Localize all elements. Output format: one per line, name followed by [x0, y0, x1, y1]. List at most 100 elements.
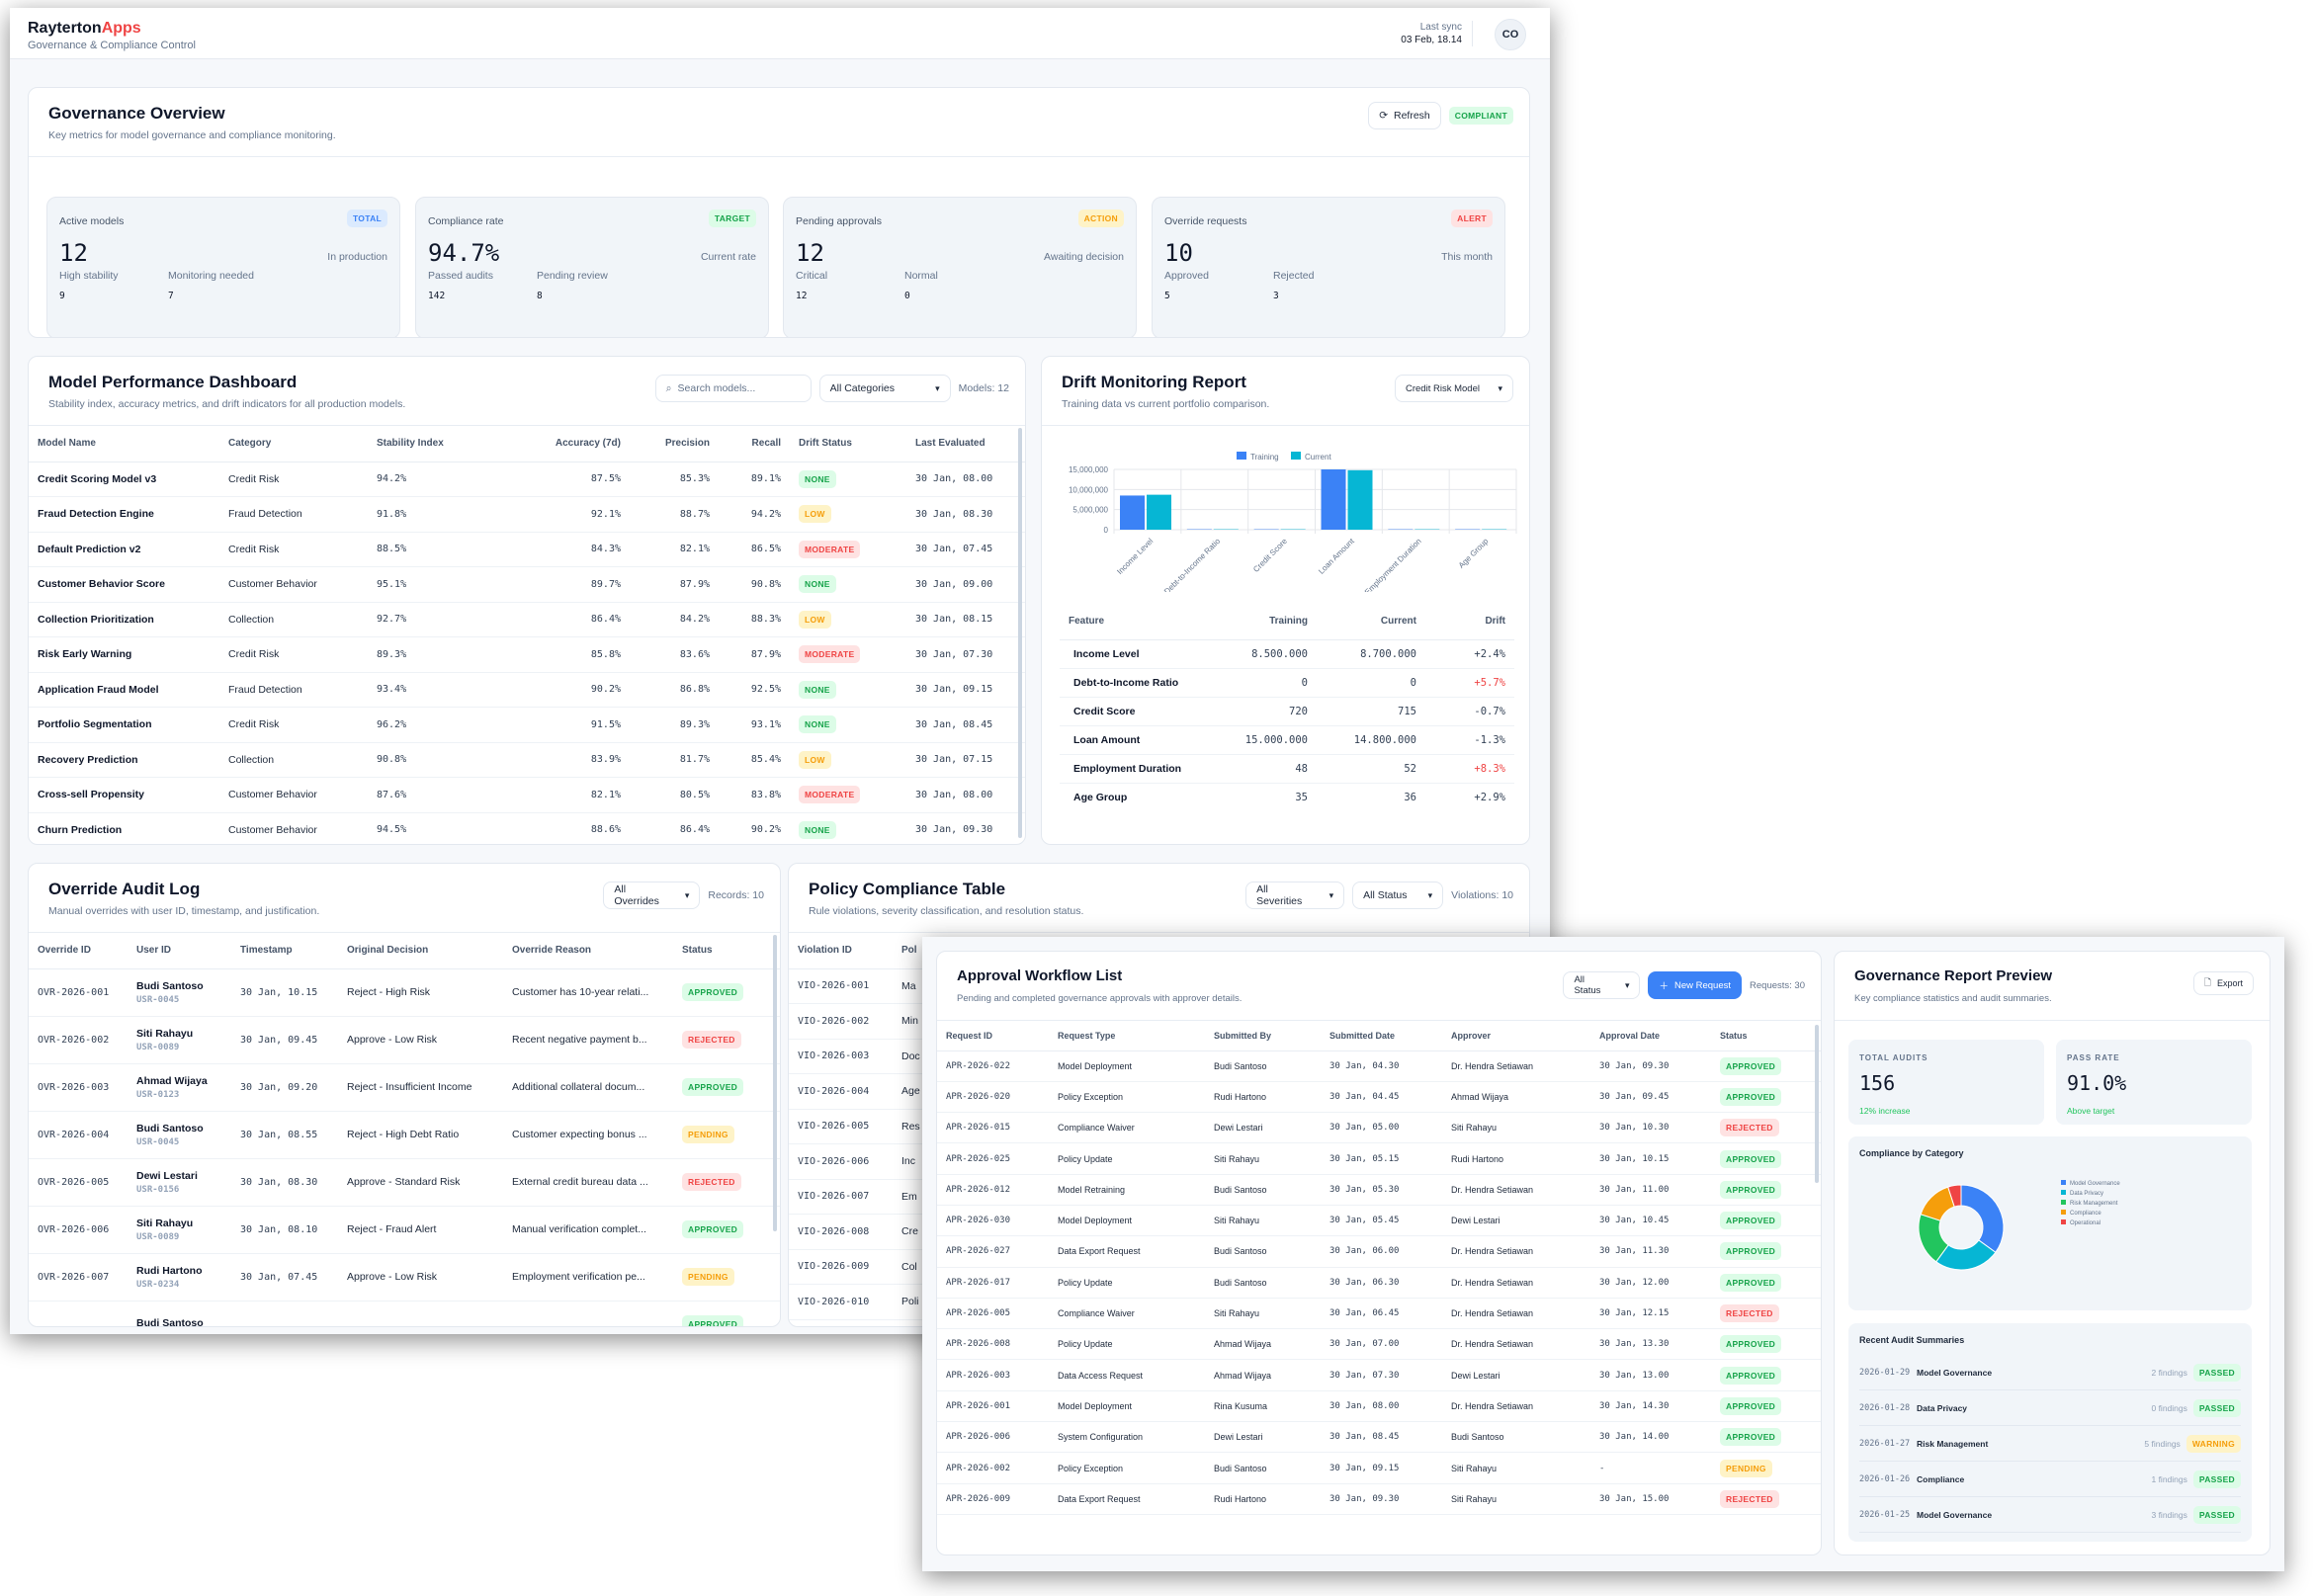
table-row[interactable]: APR-2026-027 Data Export Request Budi Sant…	[937, 1235, 1821, 1268]
column-header[interactable]: Stability Index	[368, 426, 496, 462]
request-type: Compliance Waiver	[1049, 1112, 1205, 1144]
column-header[interactable]: Timestamp	[231, 933, 338, 969]
column-header[interactable]: Model Name	[29, 426, 219, 462]
audit-summary-row[interactable]: 2026-01-28 Data Privacy 0 findings PASSE…	[1859, 1390, 2241, 1426]
column-header[interactable]: Override Reason	[503, 933, 673, 969]
compliance-status-badge: COMPLIANT	[1448, 107, 1513, 125]
table-row[interactable]: Credit Scoring Model v3 Credit Risk 94.2% 8…	[29, 462, 1025, 497]
column-header[interactable]: Original Decision	[338, 933, 503, 969]
table-row[interactable]: Age Group 35 36 +2.9%	[1060, 783, 1514, 811]
column-header[interactable]: Approver	[1442, 1021, 1590, 1051]
column-header[interactable]: Accuracy (7d)	[496, 426, 630, 462]
brand-logo[interactable]: RaytertonApps	[28, 20, 141, 38]
table-row[interactable]: APR-2026-020 Policy Exception Rudi Hartono…	[937, 1081, 1821, 1114]
table-row[interactable]: Customer Behavior Score Customer Behavior…	[29, 566, 1025, 603]
last-evaluated: 30 Jan, 09.00	[906, 566, 1025, 603]
override-table-scrollbar[interactable]	[773, 935, 777, 1231]
override-filter-select[interactable]: All Overrides ▾	[603, 882, 701, 909]
column-header[interactable]: Status	[1711, 1021, 1821, 1051]
table-row[interactable]: Default Prediction v2 Credit Risk 88.5% 84.…	[29, 532, 1025, 567]
column-header[interactable]: Recall	[719, 426, 790, 462]
recall: 83.8%	[719, 777, 790, 813]
user-avatar[interactable]: CO	[1495, 19, 1526, 50]
table-row[interactable]: APR-2026-002 Policy Exception Budi Santoso…	[937, 1452, 1821, 1484]
table-row[interactable]: OVR-2026-002 Siti Rahayu USR-0089 30 Jan, 0…	[29, 1016, 780, 1064]
table-row[interactable]: OVR-2026-001 Budi Santoso USR-0045 30 Jan, …	[29, 968, 780, 1017]
file-export-icon: 🗋	[2203, 977, 2211, 987]
table-row[interactable]: Churn Prediction Customer Behavior 94.5% 88…	[29, 812, 1025, 844]
export-button[interactable]: 🗋 Export	[2192, 971, 2254, 995]
column-header[interactable]: Precision	[630, 426, 719, 462]
metric-sub-value: 12	[796, 291, 808, 301]
table-row[interactable]: Employment Duration 48 52 +8.3%	[1060, 754, 1514, 784]
approval-status-select[interactable]: All Status ▾	[1563, 971, 1641, 999]
model-table-scrollbar[interactable]	[1018, 428, 1022, 838]
table-row[interactable]: Risk Early Warning Credit Risk 89.3% 85.8% 8…	[29, 636, 1025, 673]
status-badge: PENDING	[1720, 1459, 1772, 1477]
submitted-by: Ahmad Wijaya	[1205, 1359, 1321, 1391]
table-row[interactable]: APR-2026-022 Model Deployment Budi Santoso…	[937, 1050, 1821, 1082]
stability-index: 96.2%	[368, 707, 496, 743]
column-header[interactable]: Status	[673, 933, 780, 969]
table-row[interactable]: Collection Prioritization Collection 92.7%…	[29, 602, 1025, 637]
category-select[interactable]: All Categories ▾	[818, 375, 951, 402]
model-name: Portfolio Segmentation	[29, 707, 219, 743]
table-row[interactable]: OVR-2026-007 Rudi Hartono USR-0234 30 Jan, …	[29, 1253, 780, 1302]
table-row[interactable]: OVR-2026-003 Ahmad Wijaya USR-0123 30 Jan, …	[29, 1063, 780, 1112]
audit-summary-row[interactable]: 2026-01-25 Model Governance 3 findings P…	[1859, 1497, 2241, 1533]
table-row[interactable]: Credit Score 720 715 -0.7%	[1060, 697, 1514, 726]
table-row[interactable]: APR-2026-012 Model Retraining Budi Santoso…	[937, 1174, 1821, 1206]
table-row[interactable]: APR-2026-006 System Configuration Dewi Les…	[937, 1421, 1821, 1454]
audit-summary-row[interactable]: 2026-01-26 Compliance 1 findings PASSED	[1859, 1462, 2241, 1497]
column-header[interactable]: Approval Date	[1590, 1021, 1711, 1051]
table-row[interactable]: Income Level 8.500.000 8.700.000 +2.4%	[1060, 639, 1514, 669]
table-row[interactable]: APR-2026-001 Model Deployment Rina Kusuma 3…	[937, 1390, 1821, 1423]
stability-index: 94.5%	[368, 812, 496, 844]
table-row[interactable]: Loan Amount 15.000.000 14.800.000 -1.3%	[1060, 725, 1514, 755]
table-row[interactable]: APR-2026-017 Policy Update Budi Santoso 30 …	[937, 1267, 1821, 1299]
table-row[interactable]: Recovery Prediction Collection 90.8% 83.9% 8…	[29, 742, 1025, 778]
severity-select[interactable]: All Severities ▾	[1245, 882, 1345, 909]
table-row[interactable]: Fraud Detection Engine Fraud Detection 91.…	[29, 496, 1025, 533]
audit-summary-row[interactable]: 2026-01-29 Model Governance 2 findings P…	[1859, 1355, 2241, 1390]
search-input[interactable]: ⌕ Search models...	[654, 375, 812, 402]
precision: 83.6%	[630, 636, 719, 673]
column-header[interactable]: Request ID	[937, 1021, 1049, 1051]
column-header[interactable]: Override ID	[29, 933, 128, 969]
table-row[interactable]: APR-2026-003 Data Access Request Ahmad Wij…	[937, 1359, 1821, 1391]
column-header[interactable]: Last Evaluated	[906, 426, 1025, 462]
status-badge: APPROVED	[1720, 1087, 1782, 1106]
table-row[interactable]: APR-2026-009 Data Export Request Rudi Hart…	[937, 1483, 1821, 1515]
approval-table-scrollbar[interactable]	[1815, 1025, 1819, 1183]
column-header[interactable]: Training	[1208, 604, 1317, 640]
table-row[interactable]: APR-2026-025 Policy Update Siti Rahayu 30 J…	[937, 1142, 1821, 1175]
column-header[interactable]: Category	[219, 426, 368, 462]
table-row[interactable]: OVR-2026-005 Dewi Lestari USR-0156 30 Jan, …	[29, 1158, 780, 1207]
column-header[interactable]: Feature	[1060, 604, 1208, 640]
column-header[interactable]: User ID	[128, 933, 231, 969]
column-header[interactable]: Submitted Date	[1321, 1021, 1442, 1051]
table-row[interactable]: Budi Santoso APPROVED	[29, 1301, 780, 1326]
audit-summary-row[interactable]: 2026-01-27 Risk Management 5 findings WA…	[1859, 1426, 2241, 1462]
column-header[interactable]: Violation ID	[789, 933, 893, 969]
table-row[interactable]: APR-2026-030 Model Deployment Siti Rahayu 3…	[937, 1205, 1821, 1237]
recent-audits-panel: Recent Audit Summaries 2026-01-29 Model …	[1848, 1323, 2252, 1542]
new-request-button[interactable]: ＋ New Request	[1648, 971, 1743, 999]
refresh-button[interactable]: ⟳ Refresh	[1368, 102, 1441, 129]
column-header[interactable]: Request Type	[1049, 1021, 1205, 1051]
column-header[interactable]: Drift Status	[790, 426, 906, 462]
column-header[interactable]: Current	[1317, 604, 1425, 640]
table-row[interactable]: Cross-sell Propensity Customer Behavior 87…	[29, 777, 1025, 813]
column-header[interactable]: Drift	[1425, 604, 1514, 640]
table-row[interactable]: APR-2026-008 Policy Update Ahmad Wijaya 30 …	[937, 1328, 1821, 1361]
table-row[interactable]: OVR-2026-006 Siti Rahayu USR-0089 30 Jan, 0…	[29, 1206, 780, 1254]
drift-model-select[interactable]: Credit Risk Model ▾	[1395, 375, 1513, 402]
table-row[interactable]: APR-2026-005 Compliance Waiver Siti Rahayu…	[937, 1298, 1821, 1330]
table-row[interactable]: APR-2026-015 Compliance Waiver Dewi Lestar…	[937, 1112, 1821, 1144]
policy-status-select[interactable]: All Status ▾	[1352, 882, 1444, 909]
column-header[interactable]: Submitted By	[1205, 1021, 1321, 1051]
table-row[interactable]: OVR-2026-004 Budi Santoso USR-0045 30 Jan, …	[29, 1111, 780, 1159]
table-row[interactable]: Application Fraud Model Fraud Detection 93…	[29, 672, 1025, 708]
table-row[interactable]: Portfolio Segmentation Credit Risk 96.2% 91…	[29, 707, 1025, 743]
table-row[interactable]: Debt-to-Income Ratio 0 0 +5.7%	[1060, 668, 1514, 698]
